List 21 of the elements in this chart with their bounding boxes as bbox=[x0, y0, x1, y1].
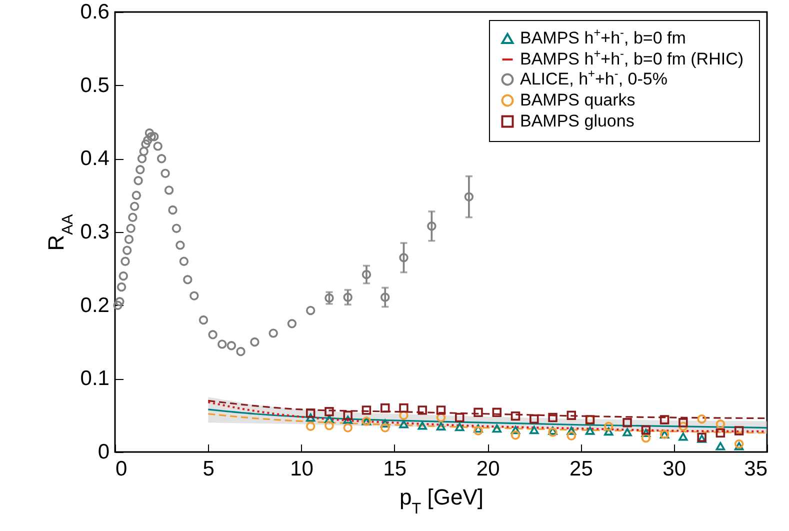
x-tick-label: 25 bbox=[570, 458, 593, 480]
y-tick-label: 0.3 bbox=[80, 220, 110, 244]
y-tick-label: 0 bbox=[98, 440, 110, 464]
x-tick-label: 35 bbox=[744, 458, 768, 480]
x-tick-label: 5 bbox=[202, 458, 214, 480]
x-axis-title: p$_{T}$ [GeV] bbox=[399, 484, 484, 517]
legend-label: BAMPS h$^{+}$+h$^{-}$, b=0 fm (RHIC) bbox=[520, 46, 744, 68]
legend-label: ALICE, h$^{+}$+h$^{-}$, 0-5% bbox=[520, 66, 668, 88]
x-tick-label: 20 bbox=[476, 458, 500, 480]
x-tick-label: 10 bbox=[290, 458, 314, 480]
legend-label: BAMPS quarks bbox=[520, 90, 636, 110]
x-tick-label: 0 bbox=[116, 458, 128, 480]
x-tick-label: 30 bbox=[662, 458, 686, 480]
y-tick-label: 0.6 bbox=[80, 0, 110, 24]
y-tick-label: 0.1 bbox=[80, 367, 110, 390]
y-tick-label: 0.5 bbox=[80, 74, 110, 97]
y-tick-label: 0.2 bbox=[80, 294, 110, 317]
x-tick-label: 15 bbox=[383, 458, 407, 480]
legend-label: BAMPS gluons bbox=[520, 112, 634, 130]
y-tick-label: 0.4 bbox=[80, 147, 110, 170]
legend-label: BAMPS h$^{+}$+h$^{-}$, b=0 fm bbox=[520, 26, 686, 48]
